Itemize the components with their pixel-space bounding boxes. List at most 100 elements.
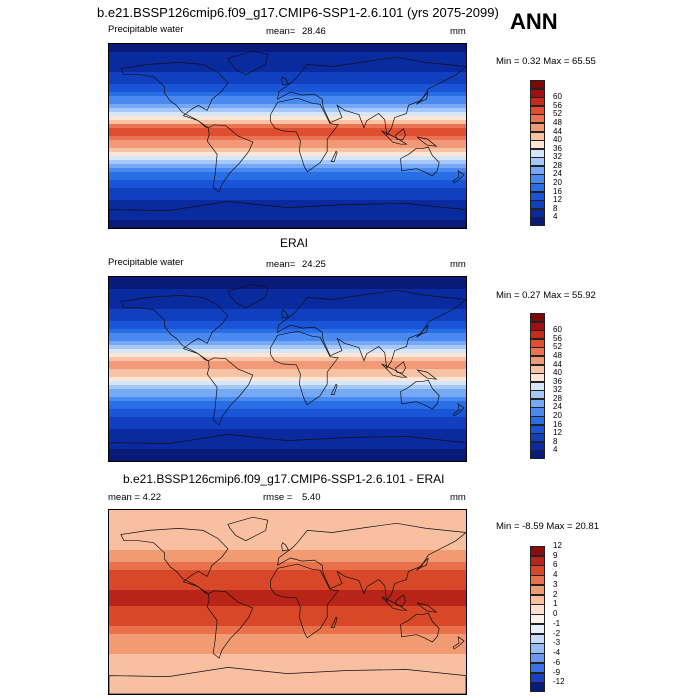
colorbar-tick-label: 16 [553,419,562,429]
panel3-map [108,509,467,695]
coast-africa [270,563,339,639]
coast-north-america [120,528,229,595]
map-lat-band [109,116,466,121]
colorbar-tick-label: 1 [553,599,558,609]
map-lat-band [109,132,466,137]
colorbar-tick-label: 28 [553,393,562,403]
colorbar-tick-label: 20 [553,178,562,188]
coast-borneo [395,361,406,374]
map-lat-band [109,614,466,619]
map-lat-band [109,293,466,298]
map-lat-band [109,277,466,282]
coast-antarctica [109,667,466,694]
colorbar-segment [530,313,545,323]
colorbar-segment [530,321,545,331]
colorbar-segment [530,584,545,596]
colorbar-segment [530,373,545,383]
colorbar-segment [530,114,545,124]
colorbar-segment [530,433,545,443]
colorbar-tick-label: 4 [553,570,558,580]
coast-indonesia [381,130,408,145]
map-lat-band [109,441,466,446]
map-lat-band [109,626,466,631]
colorbar-segment [530,364,545,374]
coast-antarctica [109,434,466,461]
colorbar-tick-label: 24 [553,402,562,412]
map-lat-band [109,678,466,683]
map-lat-band [109,578,466,583]
coast-new-guinea [416,369,438,380]
coast-indonesia [381,363,408,378]
colorbar-tick-label: 44 [553,126,562,136]
coast-north-america [120,295,229,362]
panel3-colorbar [530,546,545,693]
colorbar-segment [530,183,545,193]
coast-new-zealand [452,636,465,650]
panel3-title: b.e21.BSSP126cmip6.f09_g17.CMIP6-SSP1-2.… [123,472,445,486]
coast-australia [400,379,440,410]
map-lat-band [109,522,466,527]
colorbar-tick-label: 48 [553,350,562,360]
colorbar-tick-label: 40 [553,135,562,145]
colorbar-tick-label: 28 [553,160,562,170]
colorbar-segment [530,105,545,115]
colorbar-tick-label: 6 [553,560,558,570]
map-lat-band [109,562,466,567]
coast-south-america [206,124,254,193]
map-lat-band [109,646,466,651]
panel3-rmse-value: 5.40 [302,492,321,503]
map-lat-band [109,357,466,362]
colorbar-segment [530,157,545,167]
map-lat-band [109,204,466,209]
panel2-title: ERAI [280,236,309,250]
map-lat-band [109,510,466,515]
map-lat-band [109,594,466,599]
colorbar-tick-label: 40 [553,368,562,378]
colorbar-segment [530,330,545,340]
season-label: ANN [510,9,558,34]
colorbar-tick-label: 20 [553,411,562,421]
panel1-mean-value: 28.46 [302,26,326,37]
colorbar-segment [530,604,545,615]
coast-south-america [206,357,254,426]
map-lat-band [109,385,466,390]
colorbar-segment [530,347,545,357]
map-lat-band [109,526,466,531]
map-lat-band [109,168,466,173]
colorbar-tick-label: 52 [553,342,562,352]
coast-antarctica [109,201,466,228]
panel1-units: mm [450,26,466,37]
map-lat-band [109,598,466,603]
map-lat-band [109,60,466,65]
colorbar-segment [530,643,545,654]
map-lat-band [109,405,466,410]
colorbar-tick-label: 56 [553,333,562,343]
map-lat-band [109,224,466,228]
colorbar-tick-label: 36 [553,143,562,153]
colorbar-segment [530,555,545,566]
map-lat-band [109,72,466,77]
map-lat-band [109,642,466,647]
coast-madagascar [330,150,338,162]
colorbar-tick-label: 32 [553,385,562,395]
colorbar-tick-label: 8 [553,436,558,446]
colorbar-segment [530,441,545,451]
map-lat-band [109,650,466,655]
map-lat-band [109,554,466,559]
colorbar-segment [530,217,545,227]
map-lat-band [109,285,466,290]
colorbar-segment [530,355,545,366]
colorbar-segment [530,97,545,107]
map-lat-band [109,453,466,458]
map-lat-band [109,349,466,354]
map-lat-band [109,558,466,563]
coast-eurasia [277,522,466,602]
panel3-mean-text: mean = 4.22 [108,492,162,503]
map-lat-band [109,309,466,314]
colorbar-tick-label: 56 [553,100,562,110]
coast-eurasia [277,56,466,136]
colorbar-segment [530,546,545,557]
colorbar-tick-label: 4 [553,445,558,455]
colorbar-segment [530,662,545,674]
map-lat-band [109,550,466,555]
